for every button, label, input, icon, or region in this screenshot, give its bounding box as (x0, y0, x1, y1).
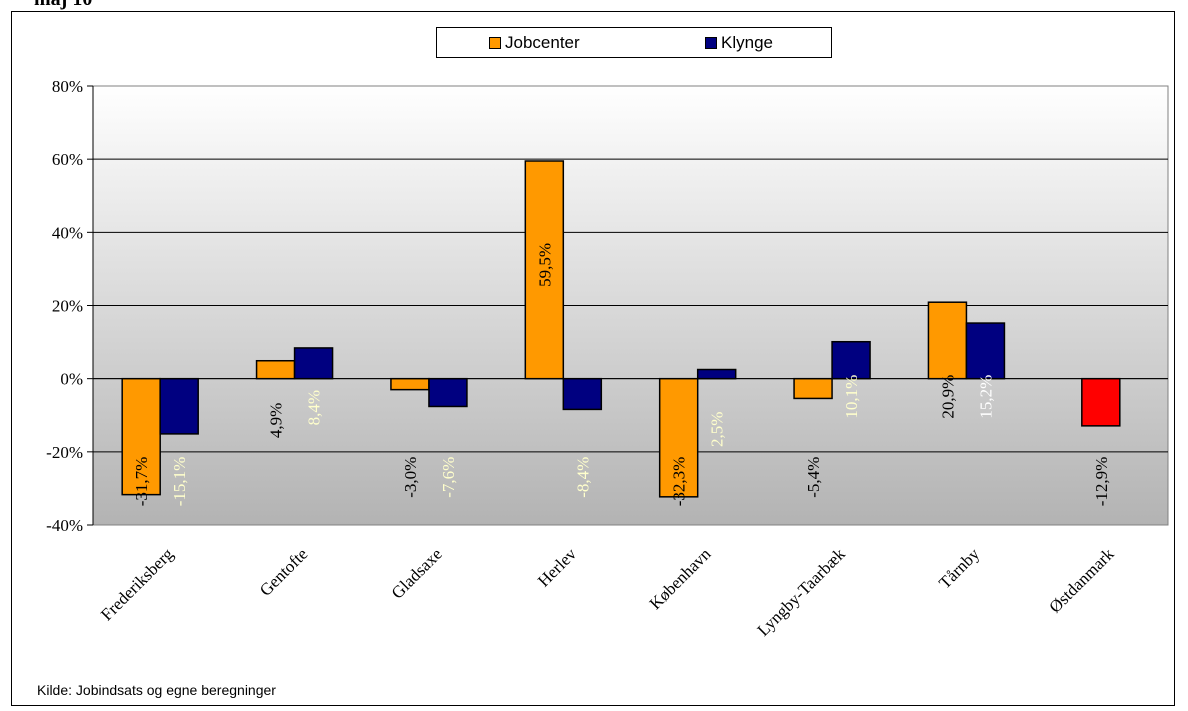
data-label-jobcenter-1: -31,7% (132, 457, 151, 507)
x-category-label: Frederiksberg (97, 544, 177, 624)
x-category-label: Herlev (534, 544, 580, 590)
x-category-label: Tårnby (935, 544, 984, 593)
y-tick-label: -40% (46, 516, 83, 535)
data-label-jobcenter-4: 59,5% (535, 243, 554, 287)
legend-label-klynge: Klynge (721, 33, 773, 52)
bar-klynge-2 (293, 347, 334, 380)
data-label-jobcenter-2: 4,9% (267, 403, 286, 438)
y-tick-label: -20% (46, 443, 83, 462)
data-label-jobcenter-7: 20,9% (938, 375, 957, 419)
bar-klynge-3 (428, 377, 468, 408)
bar-jobcenter-2 (255, 359, 296, 380)
y-axis-ticks: -40% -20% 0% 20% 40% 60% 80% (46, 77, 1168, 535)
bar-jobcenter-6 (793, 377, 833, 400)
x-category-label: Gentofte (256, 544, 311, 599)
x-category-label: Gladsaxe (388, 544, 446, 602)
legend-item-jobcenter: Jobcenter (489, 33, 580, 53)
data-label-klynge-5: 2,5% (708, 412, 727, 447)
data-label-klynge-6: 10,1% (842, 375, 861, 419)
page-heading: maj 10 (34, 0, 92, 11)
legend-item-klynge: Klynge (705, 33, 773, 53)
x-category-label: Lyngby-Taarbæk (753, 544, 849, 640)
y-tick-label: 0% (60, 370, 83, 389)
data-label-jobcenter-5: -32,3% (670, 457, 689, 507)
data-label-jobcenter-6: -5,4% (804, 457, 823, 498)
bar-jobcenter-7 (927, 301, 968, 380)
legend-swatch-jobcenter (489, 37, 501, 49)
source-note: Kilde: Jobindsats og egne beregninger (37, 682, 276, 698)
data-label-jobcenter-8: -12,9% (1092, 457, 1111, 507)
y-tick-label: 80% (52, 77, 83, 96)
y-tick-label: 60% (52, 150, 83, 169)
data-label-jobcenter-3: -3,0% (401, 457, 420, 498)
x-axis-labels: Frederiksberg Gentofte Gladsaxe Herlev Køben… (97, 544, 1118, 640)
legend: Jobcenter Klynge (436, 27, 832, 58)
bar-jobcenter-1 (121, 377, 161, 496)
bar-jobcenter-4 (524, 160, 565, 380)
bar-klynge-1 (159, 377, 199, 435)
bars (121, 160, 1121, 498)
data-label-klynge-4: -8,4% (573, 457, 592, 498)
data-label-klynge-7: 15,2% (976, 375, 995, 419)
x-category-label: Østdanmark (1045, 544, 1118, 617)
y-tick-label: 40% (52, 223, 83, 242)
legend-swatch-klynge (705, 37, 717, 49)
bar-klynge-5 (696, 368, 737, 380)
data-labels: -31,7% -15,1% 4,9% 8,4% -3,0% -7,6% 59,5% -8,4%… (132, 243, 1111, 506)
bar-jobcenter-3 (390, 377, 430, 391)
bar-klynge-6 (831, 340, 871, 380)
data-label-klynge-3: -7,6% (439, 457, 458, 498)
bar-klynge-7 (965, 322, 1006, 380)
x-category-label: København (646, 544, 715, 613)
legend-label-jobcenter: Jobcenter (505, 33, 580, 52)
data-label-klynge-2: 8,4% (305, 390, 324, 425)
bar-klynge-4 (562, 377, 603, 411)
y-tick-label: 20% (52, 297, 83, 316)
data-label-klynge-1: -15,1% (170, 457, 189, 507)
bar-jobcenter-5 (658, 377, 699, 498)
bar-jobcenter-8 (1081, 377, 1121, 427)
